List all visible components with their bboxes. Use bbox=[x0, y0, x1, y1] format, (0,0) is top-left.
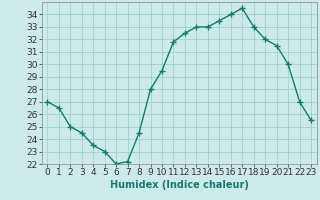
X-axis label: Humidex (Indice chaleur): Humidex (Indice chaleur) bbox=[110, 180, 249, 190]
